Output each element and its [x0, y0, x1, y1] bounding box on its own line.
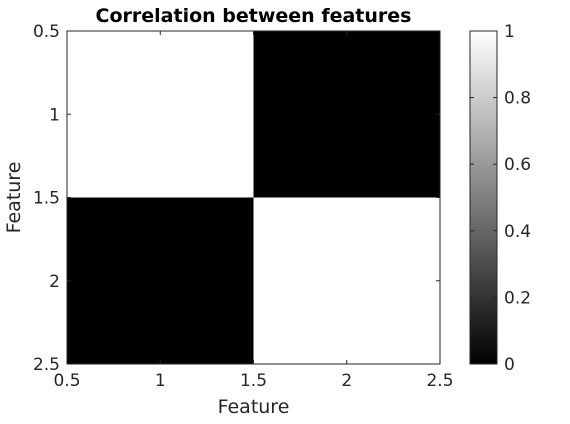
- colorbar-tick-label: 0.2: [504, 288, 531, 308]
- y-tick-label: 1: [49, 105, 60, 125]
- heatmap-cell: [67, 197, 254, 364]
- x-tick-label: 1: [155, 371, 166, 391]
- heatmap-cells: [67, 31, 440, 364]
- x-tick-label: 2: [341, 371, 352, 391]
- heatmap-cell: [253, 31, 440, 198]
- colorbar-tick-label: 0.4: [504, 222, 531, 242]
- y-axis: 0.5 1 1.5 2 2.5: [33, 22, 440, 375]
- colorbar-axis: 0 0.2 0.4 0.6 0.8 1: [470, 22, 531, 375]
- y-tick-label: 1.5: [33, 189, 60, 209]
- y-tick-label: 0.5: [33, 22, 60, 42]
- colorbar-tick-label: 0.8: [504, 89, 531, 109]
- colorbar-tick-label: 0.6: [504, 155, 531, 175]
- colorbar-tick-label: 1: [504, 22, 515, 42]
- x-tick-label: 2.5: [426, 371, 453, 391]
- x-tick-label: 1.5: [240, 371, 267, 391]
- colorbar: [469, 30, 498, 365]
- colorbar-tick-label: 0: [504, 355, 515, 375]
- heatmap-cell: [67, 31, 254, 198]
- y-axis-label: Feature: [3, 162, 25, 234]
- y-tick-label: 2: [49, 272, 60, 292]
- x-axis: 0.5 1 1.5 2 2.5: [53, 31, 454, 391]
- y-tick-label: 2.5: [33, 355, 60, 375]
- x-tick-label: 0.5: [53, 371, 80, 391]
- heatmap-cell: [253, 197, 440, 364]
- chart-title: Correlation between features: [96, 5, 412, 27]
- x-axis-label: Feature: [218, 396, 290, 418]
